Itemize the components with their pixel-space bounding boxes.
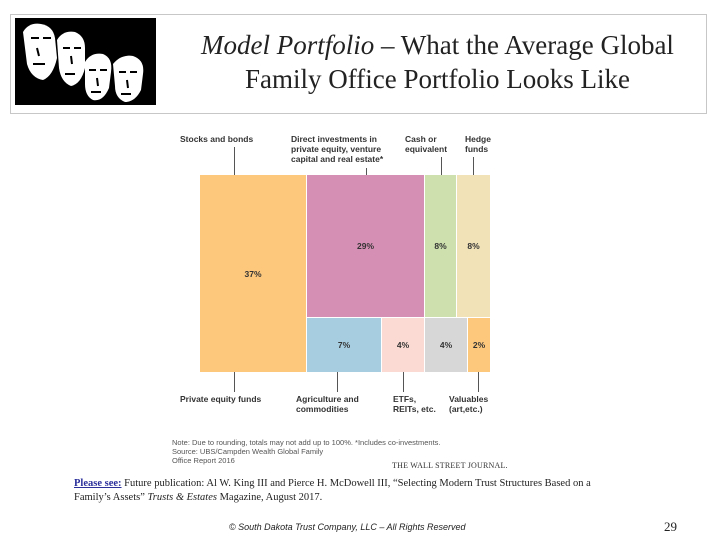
header-box	[10, 14, 707, 114]
title-rest: – What the Average Global	[374, 30, 674, 60]
chart-label-etfs: ETFs, REITs, etc.	[393, 394, 436, 414]
leader-line	[473, 157, 474, 175]
cell-value: 2%	[472, 340, 486, 350]
citation-text-2b: Magazine, August 2017.	[216, 492, 323, 503]
leader-line	[403, 372, 404, 392]
cell-value: 8%	[434, 241, 447, 251]
leader-line	[366, 168, 367, 175]
chart-label-valuables: Valuables (art,etc.)	[449, 394, 489, 414]
page-number: 29	[664, 519, 677, 534]
citation-text-1: Future publication: Al W. King III and P…	[121, 478, 591, 489]
chart-label-direct-investments: Direct investments in private equity, ve…	[291, 134, 384, 164]
chart-label-hedge-funds: Hedge funds	[465, 134, 491, 154]
cell-value: 4%	[439, 340, 453, 350]
leader-line	[478, 372, 479, 392]
chart-label-stocks-bonds: Stocks and bonds	[180, 134, 254, 144]
cell-value: 29%	[356, 241, 374, 251]
footer-copyright: © South Dakota Trust Company, LLC – All …	[229, 522, 466, 532]
treemap-cell-cash: 8%	[425, 175, 456, 317]
cell-value: 4%	[396, 340, 410, 350]
citation-lead-link[interactable]: Please see:	[74, 478, 122, 489]
treemap-cell-direct-investments: 29%	[307, 175, 424, 317]
chart-note: Note: Due to rounding, totals may not ad…	[172, 438, 441, 465]
citation: Please see: Future publication: Al W. Ki…	[74, 477, 694, 505]
leader-line	[234, 147, 235, 175]
treemap: 37% 29% 8% 8% 7% 4% 4% 2%	[200, 175, 490, 372]
treemap-cell-valuables: 2%	[468, 318, 490, 372]
title-italic: Model Portfolio	[201, 30, 375, 60]
cell-value: 7%	[337, 340, 351, 350]
leader-line	[234, 372, 235, 392]
treemap-cell-agriculture: 4%	[382, 318, 424, 372]
chart-label-agriculture: Agriculture and commodities	[296, 394, 359, 414]
chart-credit: THE WALL STREET JOURNAL.	[392, 461, 508, 470]
cell-value: 37%	[244, 268, 262, 279]
page-title: Model Portfolio – What the Average Globa…	[165, 28, 710, 62]
leader-line	[337, 372, 338, 392]
treemap-cell-stocks-bonds: 37%	[200, 175, 306, 372]
treemap-cell-hedge-funds: 8%	[457, 175, 490, 317]
citation-journal: Trusts & Estates	[147, 492, 217, 503]
citation-text-2a: Family’s Assets”	[74, 492, 148, 503]
leader-line	[441, 157, 442, 175]
mount-rushmore-logo	[15, 18, 156, 105]
treemap-cell-etfs: 4%	[425, 318, 467, 372]
chart-label-private-equity-funds: Private equity funds	[180, 394, 262, 404]
chart-label-cash: Cash or equivalent	[405, 134, 448, 154]
cell-value: 8%	[467, 241, 480, 251]
treemap-cell-private-equity-funds: 7%	[307, 318, 381, 372]
page-title-line2: Family Office Portfolio Looks Like	[245, 64, 630, 94]
